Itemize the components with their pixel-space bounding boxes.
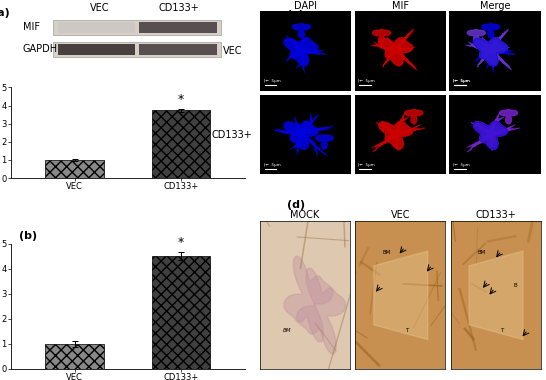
Bar (139, 22, 217, 33)
Polygon shape (500, 109, 518, 124)
Text: |←  5μm: |← 5μm (264, 163, 281, 166)
Polygon shape (467, 30, 485, 44)
Polygon shape (284, 38, 318, 66)
Bar (152, 256, 210, 369)
Text: |←  5μm: |← 5μm (453, 163, 470, 166)
Polygon shape (473, 121, 508, 149)
Bar (152, 110, 210, 178)
Bar (139, 44, 217, 55)
Y-axis label: VEC: VEC (223, 46, 242, 56)
Text: (a): (a) (0, 8, 10, 17)
Text: |←  5μm: |← 5μm (264, 79, 281, 83)
Polygon shape (473, 121, 508, 149)
Polygon shape (284, 256, 333, 342)
Bar (58, 22, 135, 33)
Polygon shape (316, 135, 333, 149)
Polygon shape (293, 24, 311, 38)
Text: (c): (c) (287, 10, 304, 19)
Title: VEC: VEC (390, 210, 410, 220)
Title: CD133+: CD133+ (475, 210, 516, 220)
Text: BM: BM (478, 250, 486, 255)
Y-axis label: CD133+: CD133+ (212, 130, 253, 140)
Text: T: T (500, 328, 503, 333)
Text: |←  5μm: |← 5μm (453, 79, 470, 83)
Text: CD133+: CD133+ (159, 3, 200, 13)
Text: (d): (d) (287, 200, 305, 209)
Text: *: * (178, 236, 184, 249)
Polygon shape (473, 38, 508, 66)
Text: *: * (178, 93, 184, 106)
Polygon shape (405, 109, 423, 124)
Bar (45, 344, 104, 369)
Polygon shape (473, 38, 508, 66)
Text: BM: BM (282, 328, 291, 333)
Text: |←  5μm: |← 5μm (358, 163, 375, 166)
Text: (b): (b) (20, 231, 38, 241)
Polygon shape (473, 38, 508, 66)
Polygon shape (372, 30, 390, 44)
Polygon shape (378, 121, 413, 149)
Text: |←  5μm: |← 5μm (453, 79, 470, 83)
Text: |←  5μm: |← 5μm (358, 79, 375, 83)
Title: Merge: Merge (480, 1, 511, 11)
Bar (53, 43, 221, 57)
Text: BM: BM (382, 250, 390, 255)
Text: GAPDH: GAPDH (22, 44, 58, 54)
Bar (58, 44, 135, 55)
Title: MIF: MIF (392, 1, 409, 11)
Text: VEC: VEC (90, 3, 110, 13)
Polygon shape (296, 268, 346, 354)
Text: B: B (514, 283, 517, 288)
Title: MOCK: MOCK (290, 210, 319, 220)
Polygon shape (378, 38, 413, 66)
Title: DAPI: DAPI (294, 1, 317, 11)
Bar (45, 160, 104, 178)
Polygon shape (284, 121, 318, 149)
Text: T: T (405, 328, 408, 333)
Text: MIF: MIF (22, 22, 40, 32)
Bar (53, 21, 221, 35)
Polygon shape (482, 24, 500, 38)
